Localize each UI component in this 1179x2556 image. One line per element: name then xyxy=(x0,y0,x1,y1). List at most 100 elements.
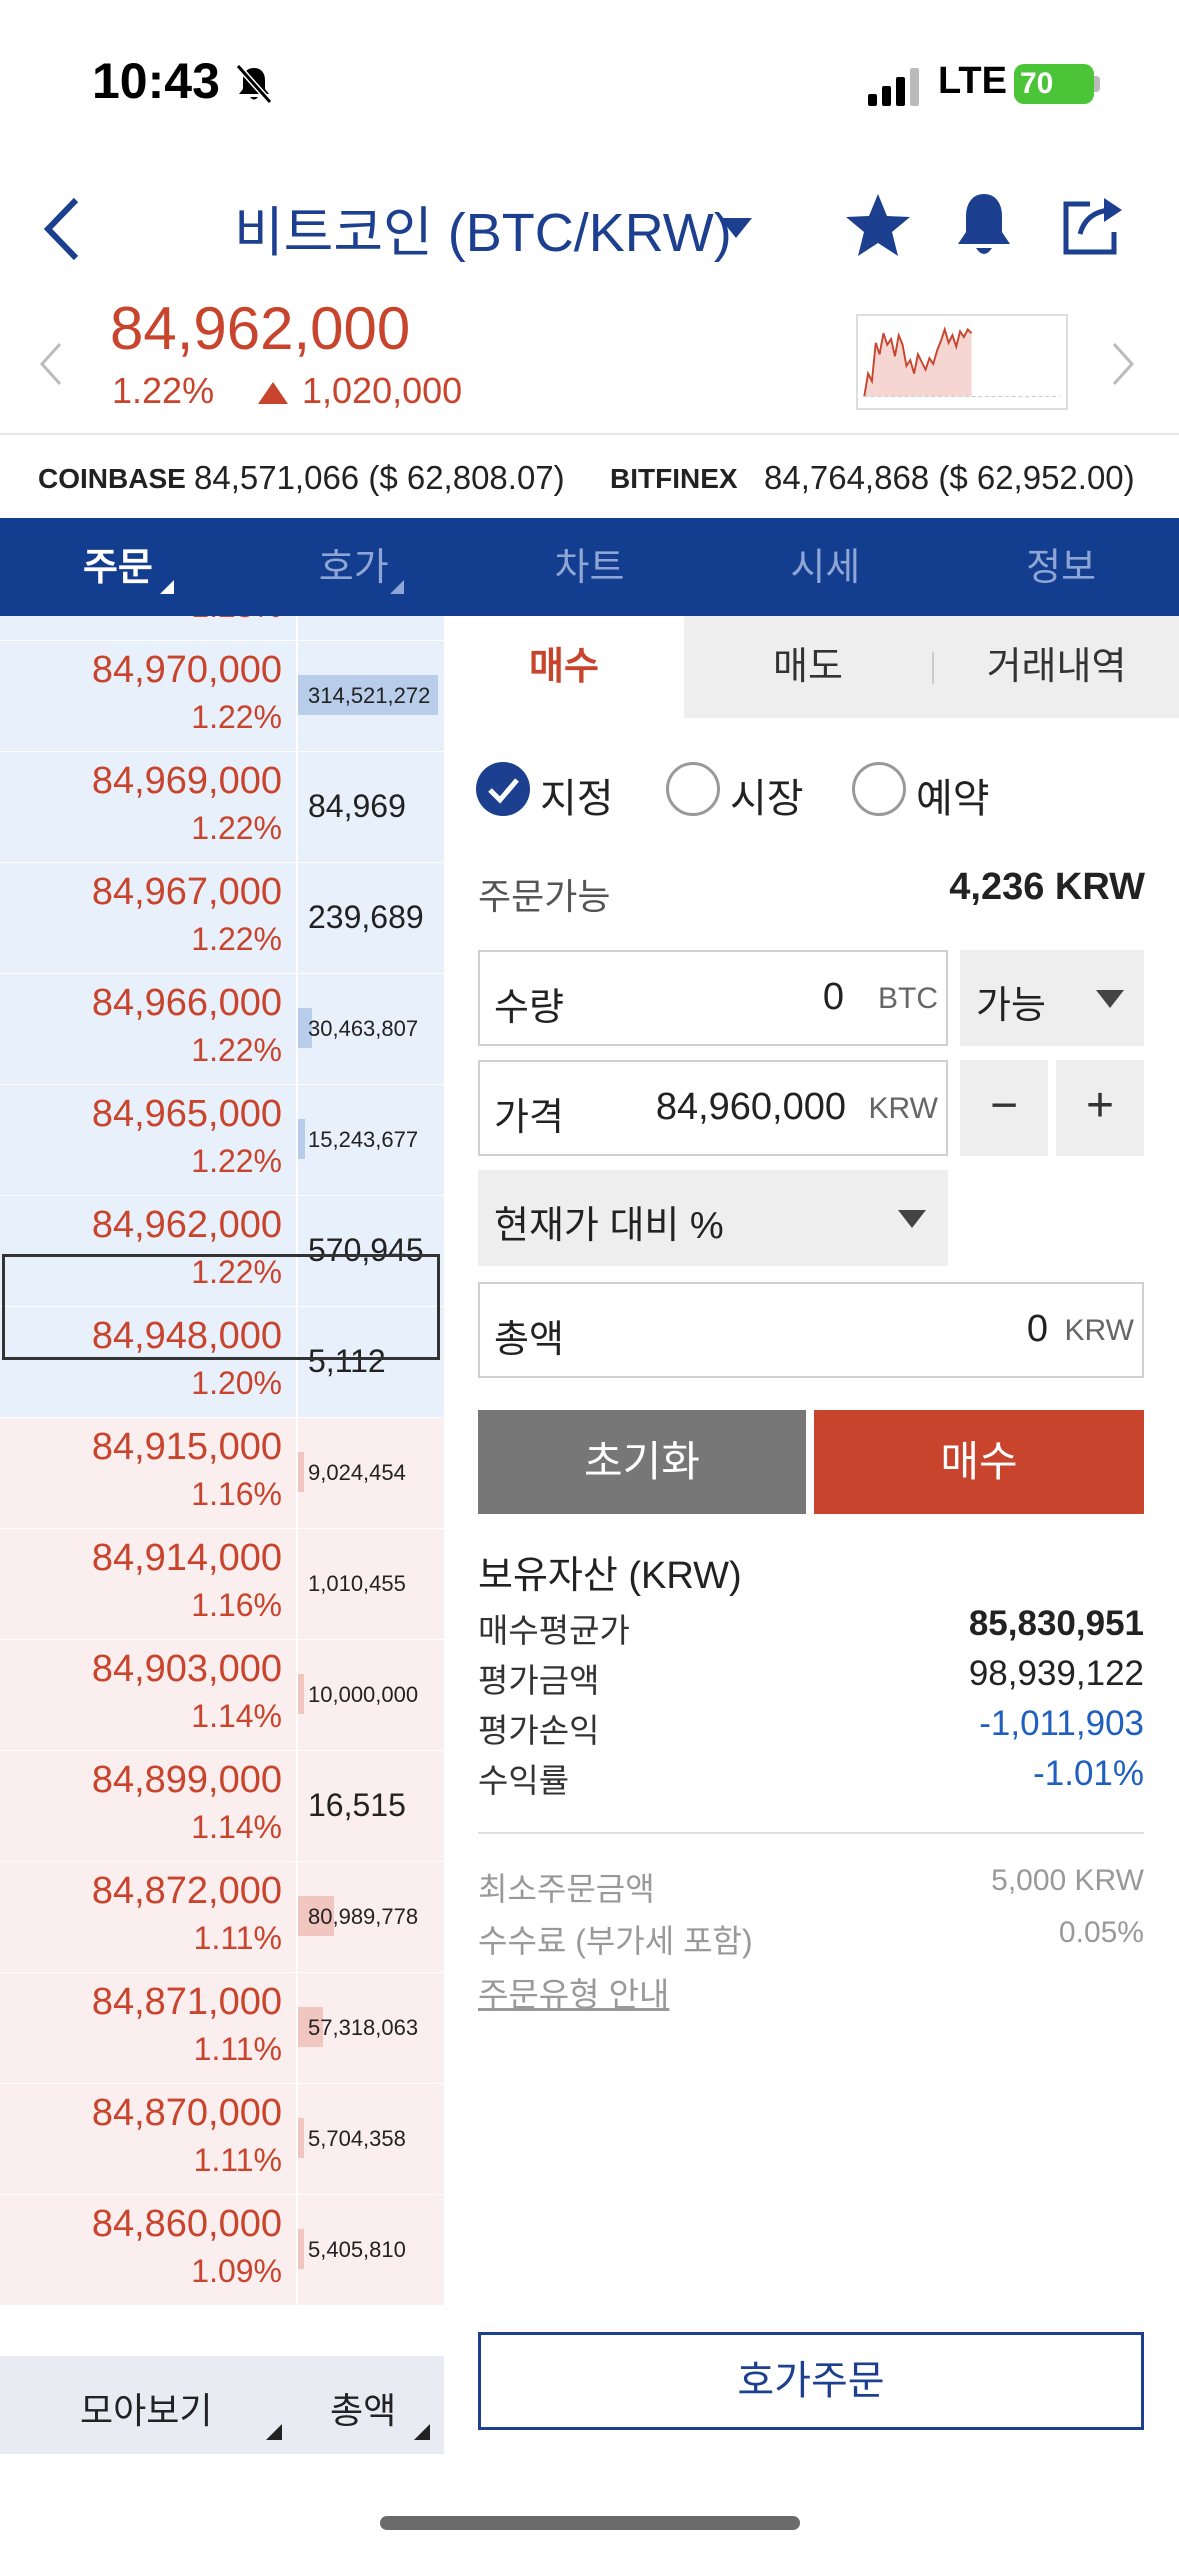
price-cell[interactable]: 84,860,000 1.09% xyxy=(0,2195,296,2305)
price-cell[interactable]: 84,970,000 1.22% xyxy=(0,641,296,751)
ask-row[interactable]: 84,970,000 1.22% 314,521,272 xyxy=(0,641,444,751)
holdings-title: 보유자산 (KRW) xyxy=(478,1555,742,1597)
orderbook-rate: 1.22% xyxy=(191,1143,282,1179)
bid-row[interactable]: 84,915,000 1.16% 9,024,454 xyxy=(0,1418,444,1528)
bid-row[interactable]: 84,871,000 1.11% 57,318,063 xyxy=(0,1973,444,2083)
price-cell[interactable]: 84,915,000 1.16% xyxy=(0,1418,296,1528)
subtab-sell[interactable]: 매도 xyxy=(773,646,843,688)
price-value[interactable]: 84,960,000 xyxy=(655,1086,846,1128)
bid-row[interactable]: 84,914,000 1.16% 1,010,455 xyxy=(0,1529,444,1639)
back-icon[interactable] xyxy=(38,194,88,264)
ask-row[interactable]: 84,967,000 1.22% 239,689 xyxy=(0,863,444,973)
price-decrease-button[interactable]: − xyxy=(960,1060,1048,1156)
price-cell[interactable]: 84,870,000 1.11% xyxy=(0,2084,296,2194)
ask-row[interactable]: 84,969,000 1.22% 84,969 xyxy=(0,752,444,862)
minus-icon: − xyxy=(989,1079,1019,1132)
price-field[interactable]: 가격 84,960,000 KRW xyxy=(478,1060,948,1156)
orderbook-rate: 1.23% xyxy=(191,616,282,625)
tab-order[interactable]: 주문 xyxy=(0,518,236,616)
ask-row[interactable]: 84,948,000 1.20% 5,112 xyxy=(0,1307,444,1417)
hoga-order-button[interactable]: 호가주문 xyxy=(478,2332,1144,2430)
holding-label: 수익률 xyxy=(478,1762,570,1799)
bid-row[interactable]: 84,870,000 1.11% 5,704,358 xyxy=(0,2084,444,2194)
ask-row[interactable]: 84,962,000 1.22% 570,945 xyxy=(0,1196,444,1306)
total-field[interactable]: 총액 0 KRW xyxy=(478,1282,1144,1378)
radio-label: 시장 xyxy=(730,777,804,821)
orderbook-rate: 1.22% xyxy=(191,1032,282,1068)
status-bar: 10:43 LTE 70 xyxy=(0,0,1179,170)
tab-label: 주문 xyxy=(82,545,153,589)
tab-info[interactable]: 정보 xyxy=(943,518,1179,616)
chevron-right-icon[interactable] xyxy=(1110,340,1136,388)
bell-icon[interactable] xyxy=(950,190,1018,262)
coin-title[interactable]: 비트코인 (BTC/KRW) xyxy=(234,203,732,263)
orderbook-volume: 5,112 xyxy=(308,1343,386,1379)
orderbook-rate: 1.09% xyxy=(191,2253,282,2289)
exchange-name: BITFINEX xyxy=(610,463,738,494)
order-type-guide-link[interactable]: 주문유형 안내 xyxy=(478,1976,670,2013)
total-value[interactable]: 0 xyxy=(1026,1308,1048,1350)
price-cell[interactable]: 84,872,000 1.11% xyxy=(0,1862,296,1972)
plus-icon: + xyxy=(1085,1079,1115,1132)
tab-chart[interactable]: 차트 xyxy=(472,518,708,616)
select-value: 가능 xyxy=(976,985,1046,1027)
holding-value: 98,939,122 xyxy=(968,1654,1144,1693)
orderbook-rate: 1.11% xyxy=(193,1920,282,1956)
volume-cell: 30,463,807 xyxy=(298,974,444,1084)
volume-bar xyxy=(298,1452,304,1492)
exchange-name: COINBASE xyxy=(38,463,186,494)
tab-orderbook[interactable]: 호가 xyxy=(236,518,472,616)
percent-select[interactable]: 현재가 대비 % xyxy=(478,1170,948,1266)
price-cell[interactable]: 84,969,000 1.22% xyxy=(0,752,296,862)
price-cell[interactable]: 84,962,000 1.22% xyxy=(0,1196,296,1306)
info-row: 최소주문금액 5,000 KRW xyxy=(478,1864,1144,1910)
orderbook-volume: 10,000,000 xyxy=(308,1682,419,1707)
home-indicator[interactable] xyxy=(380,2516,800,2530)
price-cell[interactable]: 84,967,000 1.22% xyxy=(0,863,296,973)
volume-bar xyxy=(298,1119,305,1159)
price-cell[interactable]: 84,899,000 1.14% xyxy=(0,1751,296,1861)
volume-cell: 16,515 xyxy=(298,1751,444,1861)
field-label: 수량 xyxy=(494,987,564,1029)
reset-button[interactable]: 초기화 xyxy=(478,1410,806,1514)
bid-row[interactable]: 84,872,000 1.11% 80,989,778 xyxy=(0,1862,444,1972)
tab-market[interactable]: 시세 xyxy=(707,518,943,616)
subtab-buy[interactable]: 매수 xyxy=(444,616,684,718)
chevron-down-icon xyxy=(1096,990,1124,1008)
volume-cell: 57,318,063 xyxy=(298,1973,444,2083)
quantity-field[interactable]: 수량 0 BTC xyxy=(478,950,948,1046)
change-amount: 1,020,000 xyxy=(302,370,463,411)
view-toggle[interactable]: 모아보기 xyxy=(80,2390,213,2431)
buy-button[interactable]: 매수 xyxy=(814,1410,1144,1514)
order-book-footer: 모아보기 총액 xyxy=(0,2356,444,2454)
order-subtabs: 매수 매도 거래내역 xyxy=(444,616,1179,718)
quantity-value[interactable]: 0 xyxy=(822,976,844,1018)
ask-row[interactable]: 84,966,000 1.22% 30,463,807 xyxy=(0,974,444,1084)
total-toggle[interactable]: 총액 xyxy=(330,2390,397,2431)
price-cell[interactable]: 84,903,000 1.14% xyxy=(0,1640,296,1750)
ask-row[interactable]: 84,965,000 1.22% 15,243,677 xyxy=(0,1085,444,1195)
star-icon[interactable] xyxy=(844,192,912,260)
price-cell[interactable]: 84,966,000 1.22% xyxy=(0,974,296,1084)
mini-price-chart[interactable] xyxy=(856,314,1068,410)
subtab-divider xyxy=(932,652,934,684)
price-cell[interactable]: 84,965,000 1.22% xyxy=(0,1085,296,1195)
quantity-select[interactable]: 가능 xyxy=(960,950,1144,1046)
price-cell[interactable]: 84,948,000 1.20% xyxy=(0,1307,296,1417)
bid-row[interactable]: 84,860,000 1.09% 5,405,810 xyxy=(0,2195,444,2305)
price-cell[interactable]: 84,871,000 1.11% xyxy=(0,1973,296,2083)
tab-label: 차트 xyxy=(554,545,625,589)
chevron-down-icon[interactable] xyxy=(720,218,752,238)
bid-row[interactable]: 84,899,000 1.14% 16,515 xyxy=(0,1751,444,1861)
holding-label: 평가금액 xyxy=(478,1662,600,1699)
orderbook-price: 84,969,000 xyxy=(91,760,282,802)
chevron-left-icon[interactable] xyxy=(38,340,64,388)
price-cell[interactable]: 84,914,000 1.16% xyxy=(0,1529,296,1639)
price-increase-button[interactable]: + xyxy=(1056,1060,1144,1156)
orderbook-volume: 80,989,778 xyxy=(308,1904,419,1929)
subtab-history[interactable]: 거래내역 xyxy=(986,646,1127,688)
bid-row[interactable]: 84,903,000 1.14% 10,000,000 xyxy=(0,1640,444,1750)
share-icon[interactable] xyxy=(1060,192,1126,258)
